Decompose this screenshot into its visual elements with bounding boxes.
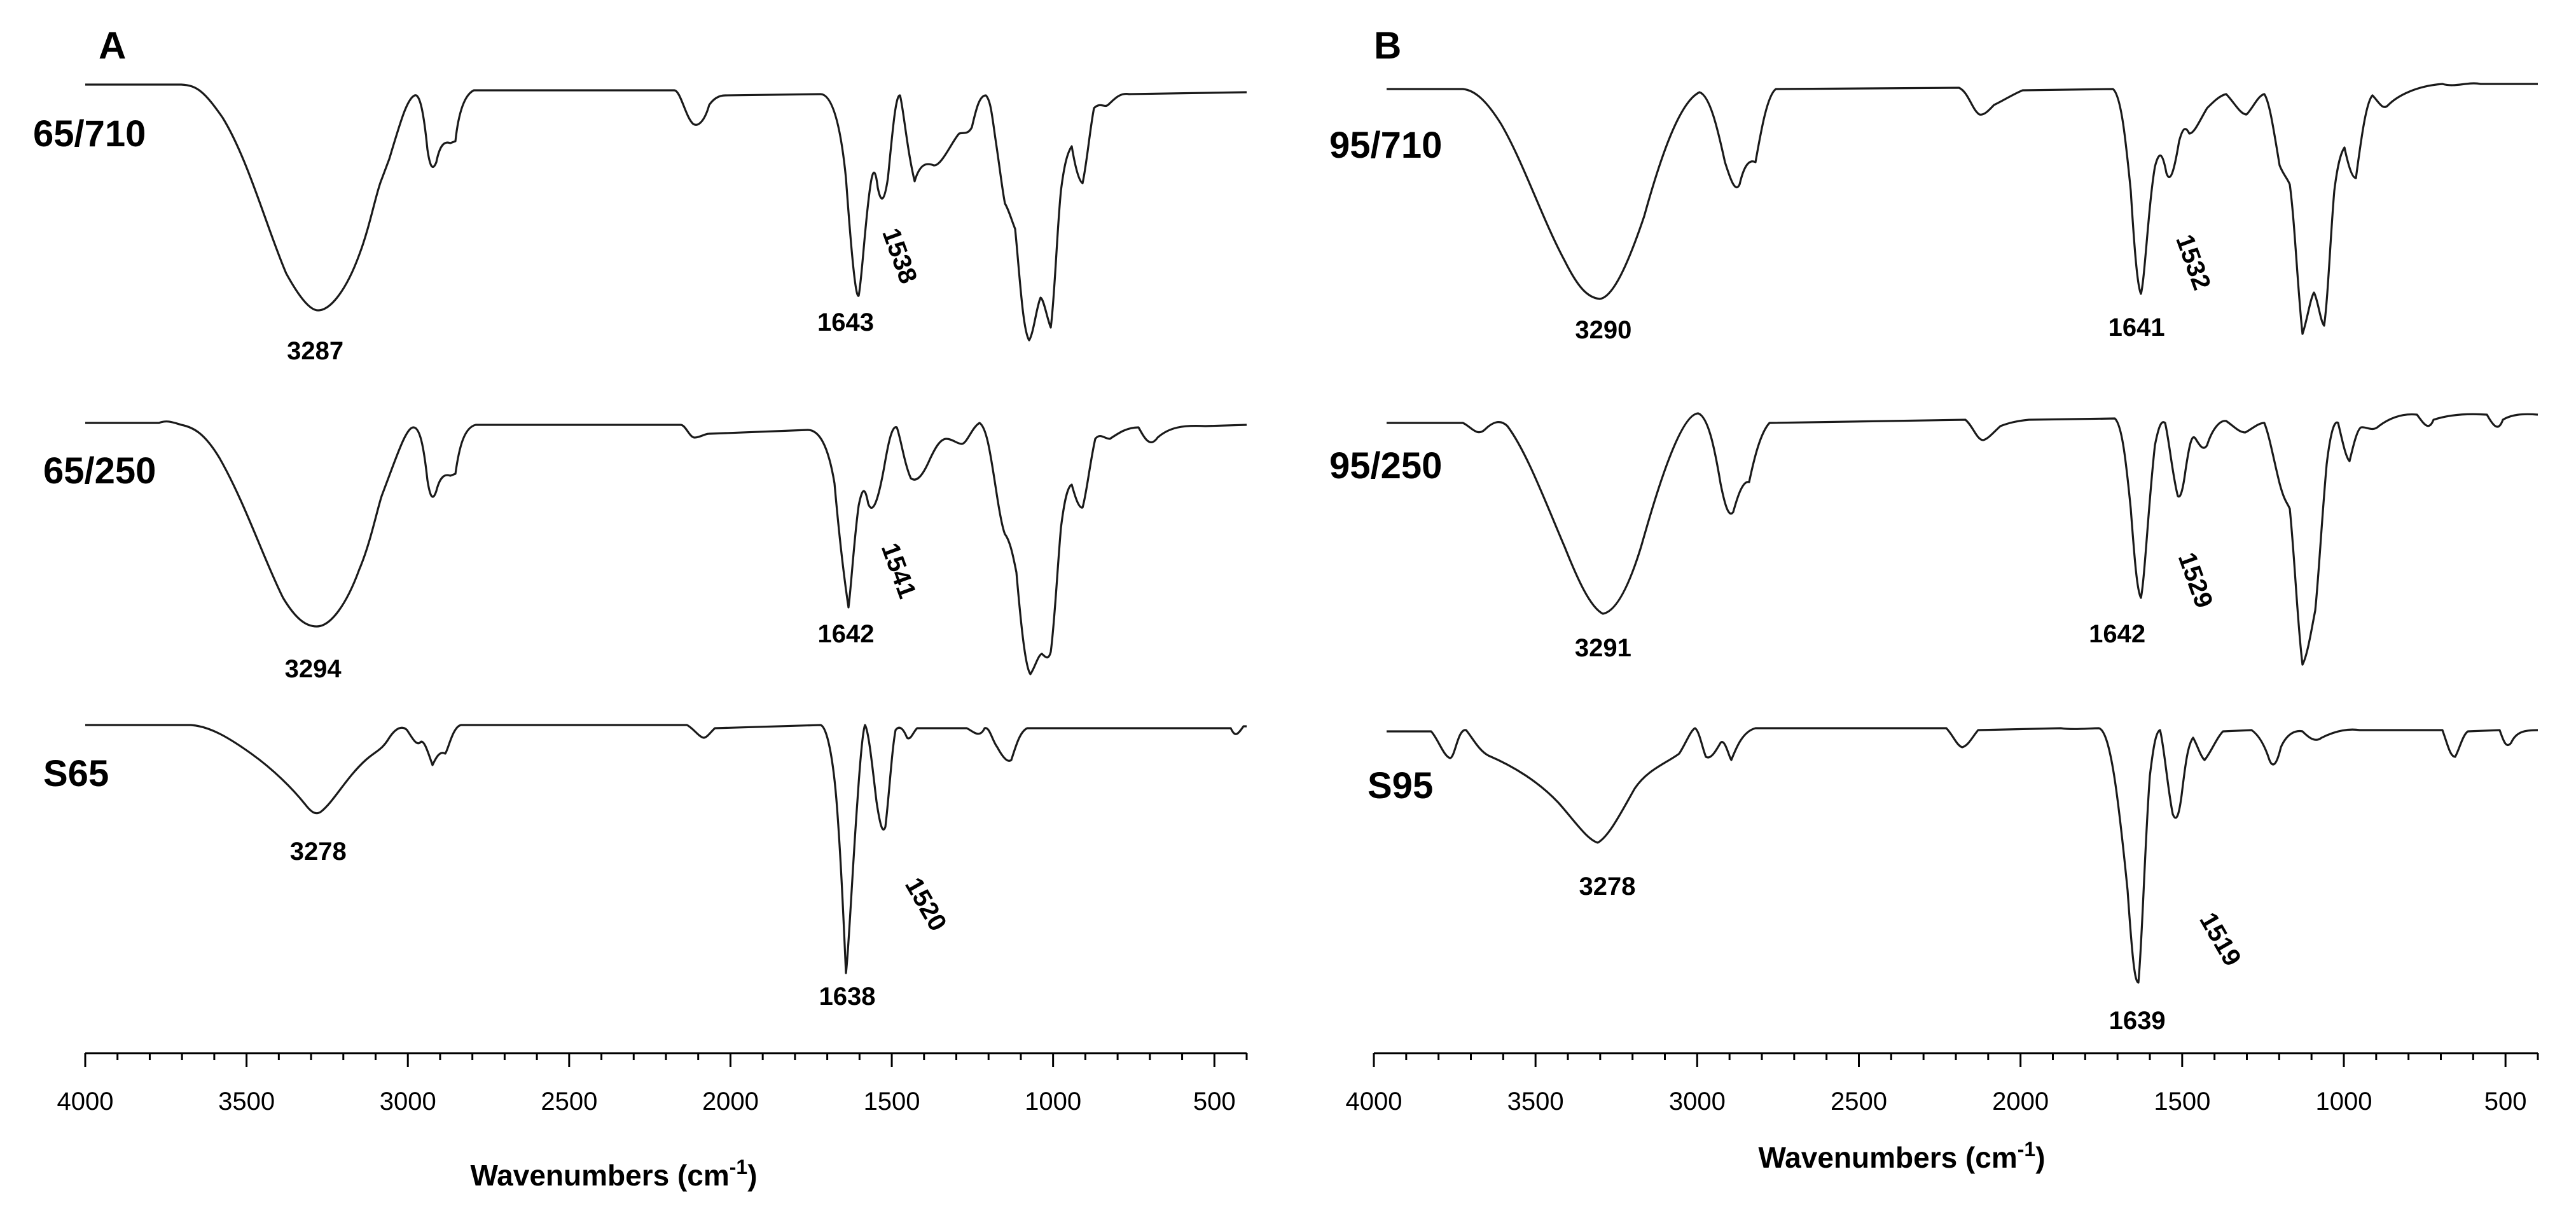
panel-a-tick-label: 2000 [702,1088,759,1116]
panel-b-tick-label: 3500 [1507,1088,1564,1116]
panel-b-letter: B [1374,24,1401,67]
panel-a-series-label-s65: S65 [43,753,109,794]
panel-a-peak-label-3278: 3278 [290,838,347,866]
panel-b-peak-label-1532: 1532 [2170,231,2216,294]
panel-a-spectrum-65-250 [85,420,1247,675]
panel-a-peak-label-3294: 3294 [285,655,342,683]
panel-a-tick-label: 3000 [380,1088,436,1116]
panel-a-x-axis-title-main: Wavenumbers (cm [470,1159,729,1192]
panel-b-tick-label: 2000 [1992,1088,2049,1116]
panel-a-peak-label-1642: 1642 [818,620,875,648]
panel-b-x-axis: 4000 3500 3000 2500 2000 1500 1000 500 Wavenumb… [1346,1052,2539,1174]
panel-b-tick-label: 500 [2484,1088,2527,1116]
panel-b-tick-label: 3000 [1669,1088,1726,1116]
panel-a-tick-label: 4000 [57,1088,114,1116]
panel-b-peak-label-1641: 1641 [2109,314,2165,342]
panel-b-x-axis-title-close: ) [2035,1141,2045,1174]
panel-a-peak-label-1538: 1538 [876,225,922,287]
panel-b-peak-label-1529: 1529 [2173,549,2219,612]
panel-a-spectrum-65-710 [85,83,1247,342]
panel-b-peak-label-1639: 1639 [2109,1007,2166,1035]
panel-b-tick-label: 1000 [2316,1088,2372,1116]
panel-a-tick-label: 3500 [218,1088,275,1116]
panel-a-tick-label: 2500 [541,1088,597,1116]
panel-b-spectrum-s95 [1387,727,2538,984]
panel-a-x-axis-title-close: ) [747,1159,757,1192]
panel-b-x-axis-title: Wavenumbers (cm-1) [1758,1138,2045,1174]
panel-a-series-label-65-250: 65/250 [43,450,156,492]
panel-b-series-label-95-250: 95/250 [1329,445,1442,487]
panel-b-ticks: 4000 3500 3000 2500 2000 1500 1000 500 [1346,1053,2539,1116]
panel-a: A 65/710 65/250 S65 3287 1643 1538 3294 … [33,24,1248,1192]
panel-b-spectrum-95-250 [1387,412,2538,666]
panel-a-spectrum-s65 [85,724,1247,974]
panel-b: B 95/710 95/250 S95 3290 1641 1532 3291 … [1329,24,2539,1174]
panel-a-peak-label-1643: 1643 [817,308,874,336]
panel-b-x-axis-title-sup: -1 [2018,1138,2035,1161]
panel-b-series-label-s95: S95 [1368,765,1433,806]
panel-a-peak-label-1520: 1520 [899,873,952,936]
panel-a-ticks: 4000 3500 3000 2500 2000 1500 1000 500 [57,1053,1248,1116]
panel-a-peak-label-1638: 1638 [819,983,876,1011]
panel-b-peak-label-1642: 1642 [2089,620,2145,648]
panel-b-peak-label-3278: 3278 [1579,873,1636,901]
panel-b-peak-label-1519: 1519 [2194,908,2247,971]
panel-a-tick-label: 1500 [864,1088,920,1116]
panel-b-tick-label: 4000 [1346,1088,1402,1116]
panel-a-x-axis-title-sup: -1 [730,1156,747,1178]
panel-b-series-label-95-710: 95/710 [1329,125,1442,166]
panel-a-peak-label-1541: 1541 [876,539,922,602]
panel-b-peak-label-3290: 3290 [1575,316,1631,344]
panel-a-series-label-65-710: 65/710 [33,113,146,155]
panel-b-spectrum-95-710 [1387,82,2538,335]
panel-b-tick-label: 1500 [2154,1088,2210,1116]
panel-b-x-axis-title-main: Wavenumbers (cm [1758,1141,2017,1174]
panel-b-peak-label-3291: 3291 [1575,634,1631,662]
panel-a-x-axis: 4000 3500 3000 2500 2000 1500 1000 500 Wavenumb… [57,1052,1248,1192]
panel-b-tick-label: 2500 [1831,1088,1887,1116]
panel-a-tick-label: 1000 [1025,1088,1081,1116]
panel-a-x-axis-title: Wavenumbers (cm-1) [470,1156,757,1192]
panel-a-peak-label-3287: 3287 [287,337,343,365]
panel-a-letter: A [99,24,126,67]
panel-a-tick-label: 500 [1193,1088,1236,1116]
